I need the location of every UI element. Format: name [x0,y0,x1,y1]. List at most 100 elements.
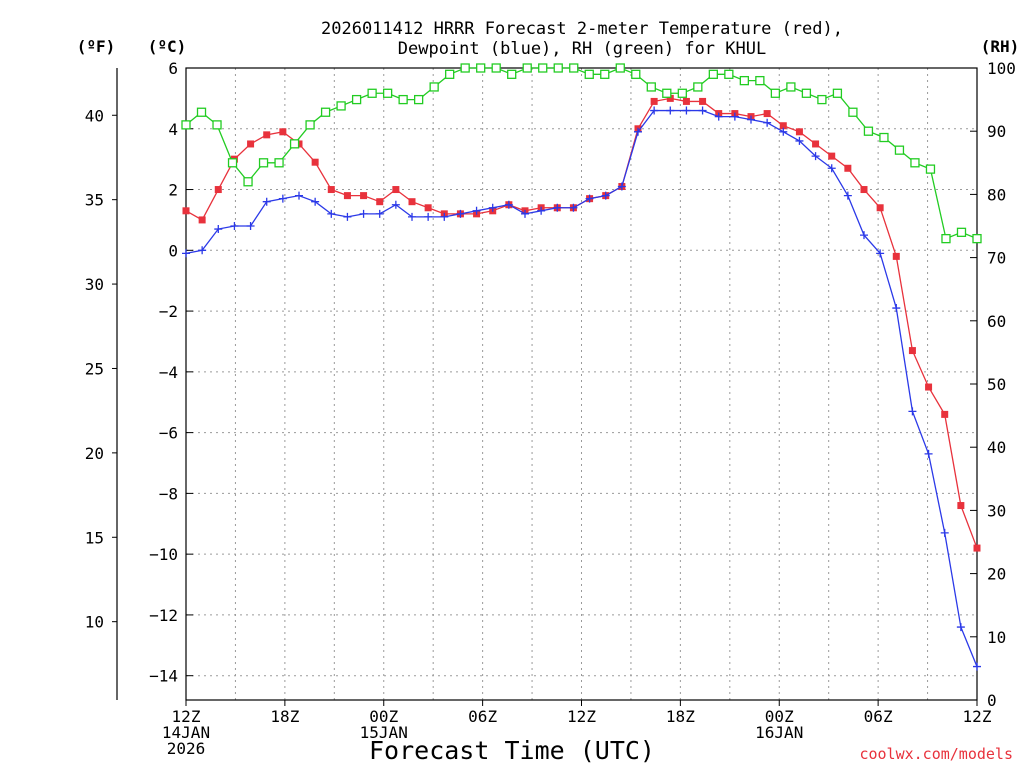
dewpoint-point [747,115,755,124]
dewpoint-point [408,212,416,221]
dewpoint-point [327,209,336,218]
rh-point [615,63,625,73]
rh-point [817,94,827,105]
x-axis-title: Forecast Time (UTC) [369,736,655,765]
x-tick-label: 18Z [270,707,299,726]
rh-tick-label: 10 [987,628,1006,647]
temperature-point [699,97,707,105]
x-tick-label: 16JAN [755,723,803,742]
temperature-point [892,252,900,260]
dewpoint-point [182,249,190,258]
dewpoint-point [488,203,497,212]
rh-point [243,177,253,187]
celsius-tick-label: −12 [149,606,178,625]
temperature-point [360,192,368,200]
rh-point [413,94,424,105]
dewpoint-point [617,182,626,191]
dewpoint-point [343,212,352,221]
rh-tick-label: 20 [987,565,1006,584]
rh-point [662,88,672,98]
rh-point [476,63,486,73]
dewpoint-point [198,246,207,255]
credit-text: coolwx.com/models [859,745,1013,763]
dewpoint-point [876,249,885,258]
temperature-point [925,383,933,391]
fahrenheit-tick-label: 30 [85,275,104,294]
dewpoint-point [795,136,804,145]
dewpoint-point [359,209,368,218]
dewpoint-point [827,164,836,173]
temperature-point [666,94,674,102]
rh-point [274,158,284,168]
dewpoint-point [569,203,578,212]
temperature-point [860,186,868,194]
dewpoint-point [311,197,320,206]
celsius-tick-label: 6 [168,59,178,78]
dewpoint-line [185,109,978,667]
temperature-point [392,186,400,194]
temperature-point [763,110,771,118]
rh-point [848,107,858,117]
temperature-point [795,128,803,136]
dewpoint-point [295,191,303,200]
rh-tick-label: 60 [987,312,1006,331]
dewpoint-point [391,200,400,209]
dewpoint-point [440,212,449,221]
temperature-point [311,158,319,166]
rh-point [894,145,905,155]
rh-tick-label: 80 [987,185,1006,204]
dewpoint-point [843,191,852,200]
dewpoint-point [278,194,287,203]
rh-point [972,233,982,244]
rh-point [429,82,439,92]
x-tick-label: 2026 [167,739,206,758]
rh-point [801,88,812,98]
dewpoint-point [860,231,868,240]
dewpoint-point [973,662,981,671]
dewpoint-point [456,209,465,218]
celsius-tick-label: −6 [159,424,178,443]
rh-point [320,107,331,117]
rh-point [925,164,936,174]
dewpoint-point [779,127,788,136]
chart-title-line-1: 2026011412 HRRR Forecast 2-meter Tempera… [321,19,843,39]
dewpoint-point [504,200,513,209]
rh-point [289,139,300,149]
celsius-tick-label: 0 [168,241,178,260]
fahrenheit-tick-label: 15 [85,528,104,547]
dewpoint-point [424,212,433,221]
dewpoint-point [763,118,772,127]
temperature-point [279,128,287,136]
rh-tick-label: 0 [987,691,997,710]
rh-tick-label: 50 [987,375,1006,394]
celsius-tick-label: −10 [149,545,178,564]
dewpoint-point [892,304,901,313]
rh-point [739,75,750,86]
temperature-point [828,152,836,160]
data-series [181,63,982,671]
temperature-point [682,97,690,105]
dewpoint-point [537,206,546,215]
rh-point [755,75,765,86]
temperature-point [957,502,965,510]
dewpoint-point [214,225,223,234]
celsius-unit-label: (ºC) [148,37,187,56]
dewpoint-point [375,209,384,218]
x-tick-label: 18Z [666,707,695,726]
dewpoint-point [666,106,675,115]
rh-point [708,69,718,79]
rh-tick-label: 30 [987,501,1006,520]
rh-point [863,126,874,136]
x-tick-label: 06Z [864,707,893,726]
rh-point [258,158,269,168]
rh-point [646,82,656,92]
rh-point [553,63,563,73]
rh-tick-label: 40 [987,438,1006,457]
dewpoint-point [521,209,529,218]
dewpoint-point [585,194,594,203]
rh-point [569,63,579,73]
temperature-point [844,164,852,172]
temperature-point [408,198,416,206]
rh-point [677,88,687,98]
